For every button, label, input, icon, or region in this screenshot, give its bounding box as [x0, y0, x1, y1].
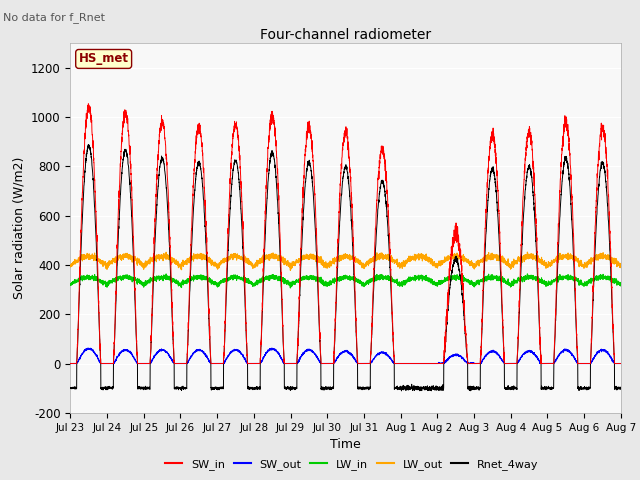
- Text: HS_met: HS_met: [79, 52, 129, 65]
- Y-axis label: Solar radiation (W/m2): Solar radiation (W/m2): [12, 157, 26, 299]
- Title: Four-channel radiometer: Four-channel radiometer: [260, 28, 431, 42]
- Legend: SW_in, SW_out, LW_in, LW_out, Rnet_4way: SW_in, SW_out, LW_in, LW_out, Rnet_4way: [161, 455, 543, 474]
- X-axis label: Time: Time: [330, 438, 361, 451]
- Text: No data for f_Rnet: No data for f_Rnet: [3, 12, 105, 23]
